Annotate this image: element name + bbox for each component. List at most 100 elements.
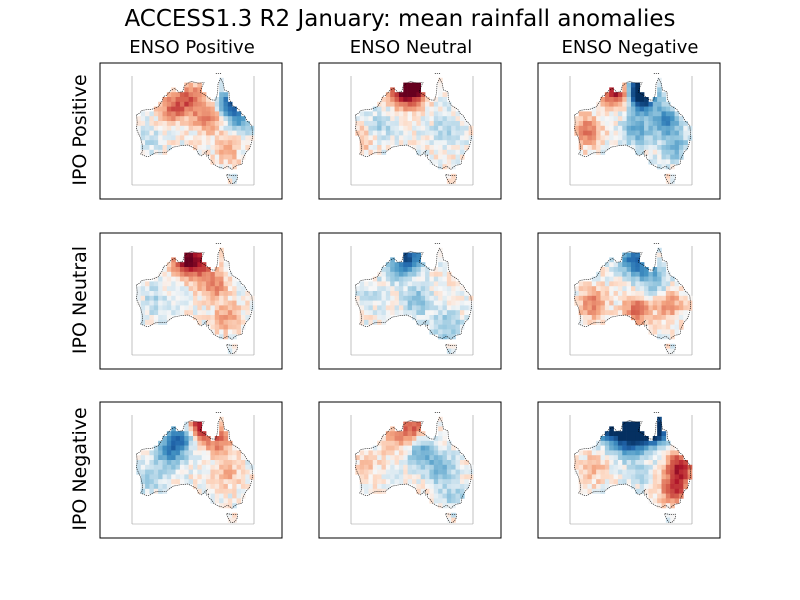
heatmap-cell: [240, 116, 246, 122]
heatmap-cell: [179, 101, 185, 107]
heatmap-cell: [657, 125, 662, 131]
heatmap-cell: [193, 106, 198, 112]
heatmap-cell: [390, 140, 395, 146]
heatmap-cell: [372, 121, 378, 127]
heatmap-cell: [613, 125, 619, 131]
heatmap-cell: [214, 310, 220, 316]
heatmap-cell: [416, 431, 422, 437]
heatmap-cell: [626, 436, 632, 442]
heatmap-cell: [652, 498, 658, 504]
heatmap-cell: [644, 295, 649, 301]
heatmap-cell: [372, 469, 378, 475]
heatmap-cell: [236, 493, 242, 499]
heatmap-cell: [394, 445, 400, 451]
heatmap-cell: [635, 252, 641, 258]
heatmap-cell: [665, 455, 671, 461]
heatmap-cell: [171, 479, 176, 485]
heatmap-cell: [412, 484, 417, 490]
heatmap-cell: [158, 305, 163, 311]
heatmap-cell: [657, 154, 662, 160]
heatmap-cell: [455, 315, 461, 321]
heatmap-cell: [617, 295, 623, 301]
heatmap-cell: [678, 140, 684, 146]
heatmap-cell: [412, 101, 417, 107]
heatmap-cell: [678, 125, 684, 131]
heatmap-cell: [232, 479, 237, 485]
heatmap-cell: [407, 116, 413, 122]
heatmap-cell: [188, 121, 194, 127]
heatmap-cell: [149, 300, 155, 306]
heatmap-cell: [355, 300, 361, 306]
heatmap-cell: [438, 121, 443, 127]
heatmap-cell: [464, 310, 469, 316]
heatmap-cell: [416, 101, 422, 107]
heatmap-cell: [223, 445, 229, 451]
heatmap-cell: [210, 286, 216, 292]
heatmap-cell: [438, 164, 443, 170]
heatmap-cell: [236, 469, 242, 475]
heatmap-cell: [587, 310, 593, 316]
heatmap-cell: [446, 135, 452, 141]
heatmap-cell: [236, 455, 242, 461]
heatmap-cell: [394, 130, 400, 136]
heatmap-cell: [670, 334, 675, 340]
heatmap-cell: [197, 319, 203, 325]
heatmap-cell: [166, 474, 172, 480]
heatmap-cell: [416, 450, 422, 456]
heatmap-cell: [153, 145, 159, 151]
heatmap-cell: [236, 281, 242, 287]
heatmap-cell: [626, 421, 632, 427]
heatmap-cell: [140, 140, 146, 146]
heatmap-cell: [665, 334, 671, 340]
heatmap-cell: [368, 455, 374, 461]
heatmap-cell: [446, 106, 452, 112]
heatmap-cell: [635, 421, 641, 427]
heatmap-cell: [446, 295, 452, 301]
heatmap-cell: [635, 445, 641, 451]
heatmap-cell: [644, 436, 649, 442]
heatmap-cell: [219, 125, 224, 131]
heatmap-cell: [433, 130, 439, 136]
heatmap-cell: [438, 426, 443, 432]
heatmap-cell: [140, 295, 146, 301]
heatmap-cell: [372, 125, 378, 131]
heatmap-cell: [364, 130, 369, 136]
heatmap-cell: [214, 440, 220, 446]
heatmap-cell: [197, 281, 203, 287]
heatmap-cell: [171, 300, 176, 306]
heatmap-cell: [455, 469, 461, 475]
heatmap-cell: [385, 469, 391, 475]
heatmap-cell: [385, 436, 391, 442]
heatmap-cell: [591, 149, 597, 155]
heatmap-cell: [175, 92, 181, 98]
heatmap-cell: [214, 276, 220, 282]
heatmap-cell: [145, 130, 150, 136]
heatmap-cell: [184, 464, 189, 470]
heatmap-cell: [438, 281, 443, 287]
heatmap-cell: [232, 310, 237, 316]
heatmap-cell: [364, 479, 369, 485]
heatmap-cell: [193, 116, 198, 122]
heatmap-cell: [184, 130, 189, 136]
heatmap-cell: [661, 455, 667, 461]
heatmap-cell: [394, 271, 400, 277]
heatmap-cell: [188, 87, 194, 93]
heatmap-cell: [670, 125, 675, 131]
heatmap-cell: [468, 469, 474, 475]
heatmap-cell: [455, 329, 461, 335]
heatmap-cell: [381, 135, 387, 141]
heatmap-cell: [394, 291, 400, 297]
heatmap-cell: [403, 121, 408, 127]
heatmap-cell: [442, 319, 448, 325]
heatmap-cell: [179, 455, 185, 461]
heatmap-cell: [403, 436, 408, 442]
heatmap-cell: [459, 488, 465, 494]
heatmap-cell: [140, 111, 146, 117]
heatmap-cell: [398, 300, 404, 306]
heatmap-cell: [683, 125, 688, 131]
heatmap-cell: [162, 145, 168, 151]
heatmap-cell: [674, 154, 680, 160]
heatmap-cell: [631, 257, 636, 263]
heatmap-cell: [657, 111, 662, 117]
heatmap-cell: [407, 125, 413, 131]
